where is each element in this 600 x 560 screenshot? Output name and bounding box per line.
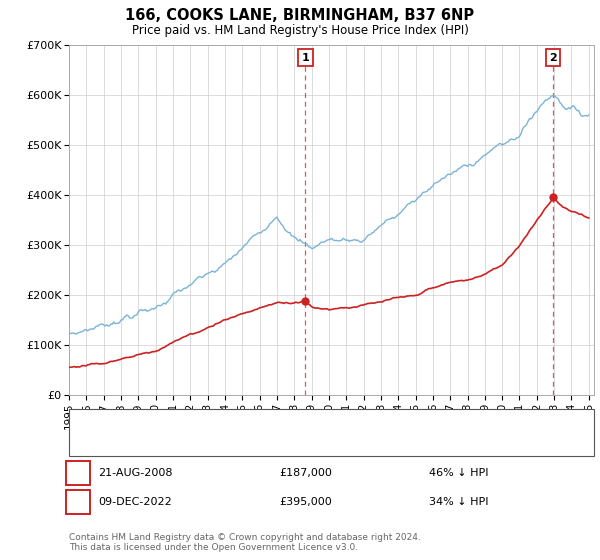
Text: 09-DEC-2022: 09-DEC-2022 [98,497,172,507]
Text: Contains HM Land Registry data © Crown copyright and database right 2024.: Contains HM Land Registry data © Crown c… [69,533,421,542]
Text: This data is licensed under the Open Government Licence v3.0.: This data is licensed under the Open Gov… [69,543,358,552]
Text: £187,000: £187,000 [279,468,332,478]
Text: 166, COOKS LANE, BIRMINGHAM, B37 6NP (detached house): 166, COOKS LANE, BIRMINGHAM, B37 6NP (de… [114,417,446,427]
Text: 166, COOKS LANE, BIRMINGHAM, B37 6NP: 166, COOKS LANE, BIRMINGHAM, B37 6NP [125,8,475,24]
Text: 1: 1 [301,53,309,63]
Text: HPI: Average price, detached house, Solihull: HPI: Average price, detached house, Soli… [114,440,356,450]
Text: ────: ──── [76,440,103,450]
Text: £395,000: £395,000 [279,497,332,507]
Text: 34% ↓ HPI: 34% ↓ HPI [429,497,488,507]
Text: 21-AUG-2008: 21-AUG-2008 [98,468,172,478]
Text: Price paid vs. HM Land Registry's House Price Index (HPI): Price paid vs. HM Land Registry's House … [131,24,469,36]
Text: ────: ──── [76,417,103,427]
Text: 2: 2 [74,497,82,507]
Text: 46% ↓ HPI: 46% ↓ HPI [429,468,488,478]
Text: 1: 1 [74,468,82,478]
Text: 2: 2 [550,53,557,63]
